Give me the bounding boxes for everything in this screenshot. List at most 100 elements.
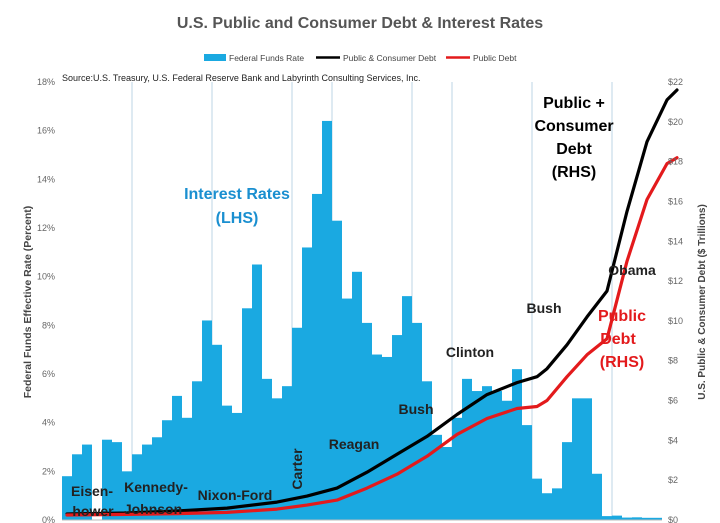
y-tick-right: $6	[668, 396, 678, 406]
annotation-interest-rates-line1: Interest Rates	[184, 186, 290, 203]
bar-federal-funds	[562, 442, 572, 520]
legend: Federal Funds Rate Public & Consumer Deb…	[204, 53, 517, 63]
annotation-pc-debt-line1: Public +	[543, 95, 605, 112]
annotation-public-debt-line3: (RHS)	[600, 354, 644, 371]
y-tick-left: 8%	[42, 320, 55, 330]
bar-federal-funds	[102, 439, 112, 520]
annotation-public-debt-line1: Public	[598, 308, 646, 325]
annotation-interest-rates: Interest Rates (LHS)	[184, 186, 290, 227]
bar-federal-funds	[642, 517, 652, 520]
label-nixon-ford: Nixon-Ford	[198, 487, 273, 503]
bar-federal-funds	[222, 405, 232, 520]
bar-federal-funds	[182, 417, 192, 520]
chart-title: U.S. Public and Consumer Debt & Interest…	[177, 15, 543, 32]
legend-label-federal-funds: Federal Funds Rate	[229, 53, 304, 63]
legend-label-public-debt: Public Debt	[473, 53, 517, 63]
y-tick-right: $2	[668, 475, 678, 485]
bar-federal-funds	[512, 369, 522, 520]
bar-federal-funds	[272, 398, 282, 520]
bar-federal-funds	[652, 517, 662, 520]
y-axis-right-label: U.S. Public & Consumer Debt ($ Trillions…	[697, 204, 708, 400]
bar-federal-funds	[292, 327, 302, 520]
bar-federal-funds	[112, 442, 122, 520]
label-eisenhower-1: Eisen-	[71, 483, 113, 499]
bar-federal-funds	[122, 471, 132, 520]
debt-lines	[65, 88, 679, 517]
line-public-consumer-debt	[65, 88, 679, 516]
bar-federal-funds	[422, 381, 432, 520]
y-tick-right: $18	[668, 157, 683, 167]
annotation-interest-rates-line2: (LHS)	[216, 210, 259, 227]
bar-federal-funds	[462, 378, 472, 520]
bar-federal-funds	[412, 322, 422, 520]
bar-federal-funds	[132, 454, 142, 520]
annotation-pc-debt-line3: Debt	[556, 141, 592, 158]
bar-federal-funds	[612, 515, 622, 520]
label-bush-1: Bush	[399, 401, 434, 417]
source-note: Source:U.S. Treasury, U.S. Federal Reser…	[62, 73, 421, 83]
label-carter: Carter	[289, 448, 305, 490]
bar-federal-funds	[442, 447, 452, 520]
y-tick-right: $14	[668, 236, 683, 246]
bar-federal-funds	[62, 476, 72, 520]
bar-federal-funds	[322, 120, 332, 520]
line-public-debt	[65, 156, 679, 517]
y-tick-right: $8	[668, 356, 678, 366]
bar-federal-funds	[352, 271, 362, 520]
bar-federal-funds	[302, 247, 312, 520]
bar-federal-funds	[332, 220, 342, 520]
label-clinton: Clinton	[446, 344, 494, 360]
bar-federal-funds	[282, 386, 292, 520]
bar-federal-funds	[452, 417, 462, 520]
federal-funds-bars	[62, 120, 662, 520]
y-axis-left-label: Federal Funds Effective Rate (Percent)	[22, 206, 34, 399]
bar-federal-funds	[552, 488, 562, 520]
bar-federal-funds	[262, 378, 272, 520]
y-axis-left-ticks: 0% 2% 4% 6% 8% 10% 12% 14% 16% 18%	[37, 77, 55, 523]
bar-federal-funds	[622, 517, 632, 520]
y-tick-right: $10	[668, 316, 683, 326]
y-tick-right: $22	[668, 77, 683, 87]
y-tick-left: 16%	[37, 126, 55, 136]
y-tick-right: $0	[668, 515, 678, 523]
y-tick-left: 14%	[37, 174, 55, 184]
y-tick-right: $12	[668, 276, 683, 286]
label-bush-2: Bush	[527, 300, 562, 316]
annotation-pc-debt-line2: Consumer	[534, 118, 613, 135]
label-obama: Obama	[608, 262, 656, 278]
y-tick-left: 4%	[42, 418, 55, 428]
bar-federal-funds	[402, 296, 412, 520]
bar-federal-funds	[572, 398, 582, 520]
label-kennedy-1: Kennedy-	[124, 479, 188, 495]
bar-federal-funds	[342, 298, 352, 520]
annotation-public-consumer-debt: Public + Consumer Debt (RHS)	[534, 95, 613, 181]
bar-federal-funds	[152, 437, 162, 520]
bar-federal-funds	[472, 391, 482, 520]
y-tick-left: 18%	[37, 77, 55, 87]
bar-federal-funds	[482, 386, 492, 520]
bar-federal-funds	[392, 335, 402, 520]
bar-federal-funds	[382, 356, 392, 520]
bar-federal-funds	[172, 395, 182, 520]
bar-federal-funds	[162, 420, 172, 520]
bar-federal-funds	[602, 516, 612, 520]
y-tick-left: 6%	[42, 369, 55, 379]
bar-federal-funds	[492, 391, 502, 520]
bar-federal-funds	[252, 264, 262, 520]
label-kennedy-2: Johnson	[124, 501, 182, 517]
bar-federal-funds	[542, 493, 552, 520]
bar-federal-funds	[432, 434, 442, 520]
label-reagan: Reagan	[329, 436, 380, 452]
bar-federal-funds	[372, 354, 382, 520]
annotation-public-debt-line2: Debt	[600, 331, 636, 348]
y-tick-left: 12%	[37, 223, 55, 233]
legend-label-public-consumer: Public & Consumer Debt	[343, 53, 437, 63]
y-tick-right: $16	[668, 196, 683, 206]
bar-federal-funds	[502, 400, 512, 520]
bar-federal-funds	[362, 322, 372, 520]
legend-swatch-federal-funds	[204, 54, 226, 61]
bar-federal-funds	[522, 425, 532, 520]
bar-federal-funds	[72, 454, 82, 520]
y-tick-right: $20	[668, 117, 683, 127]
